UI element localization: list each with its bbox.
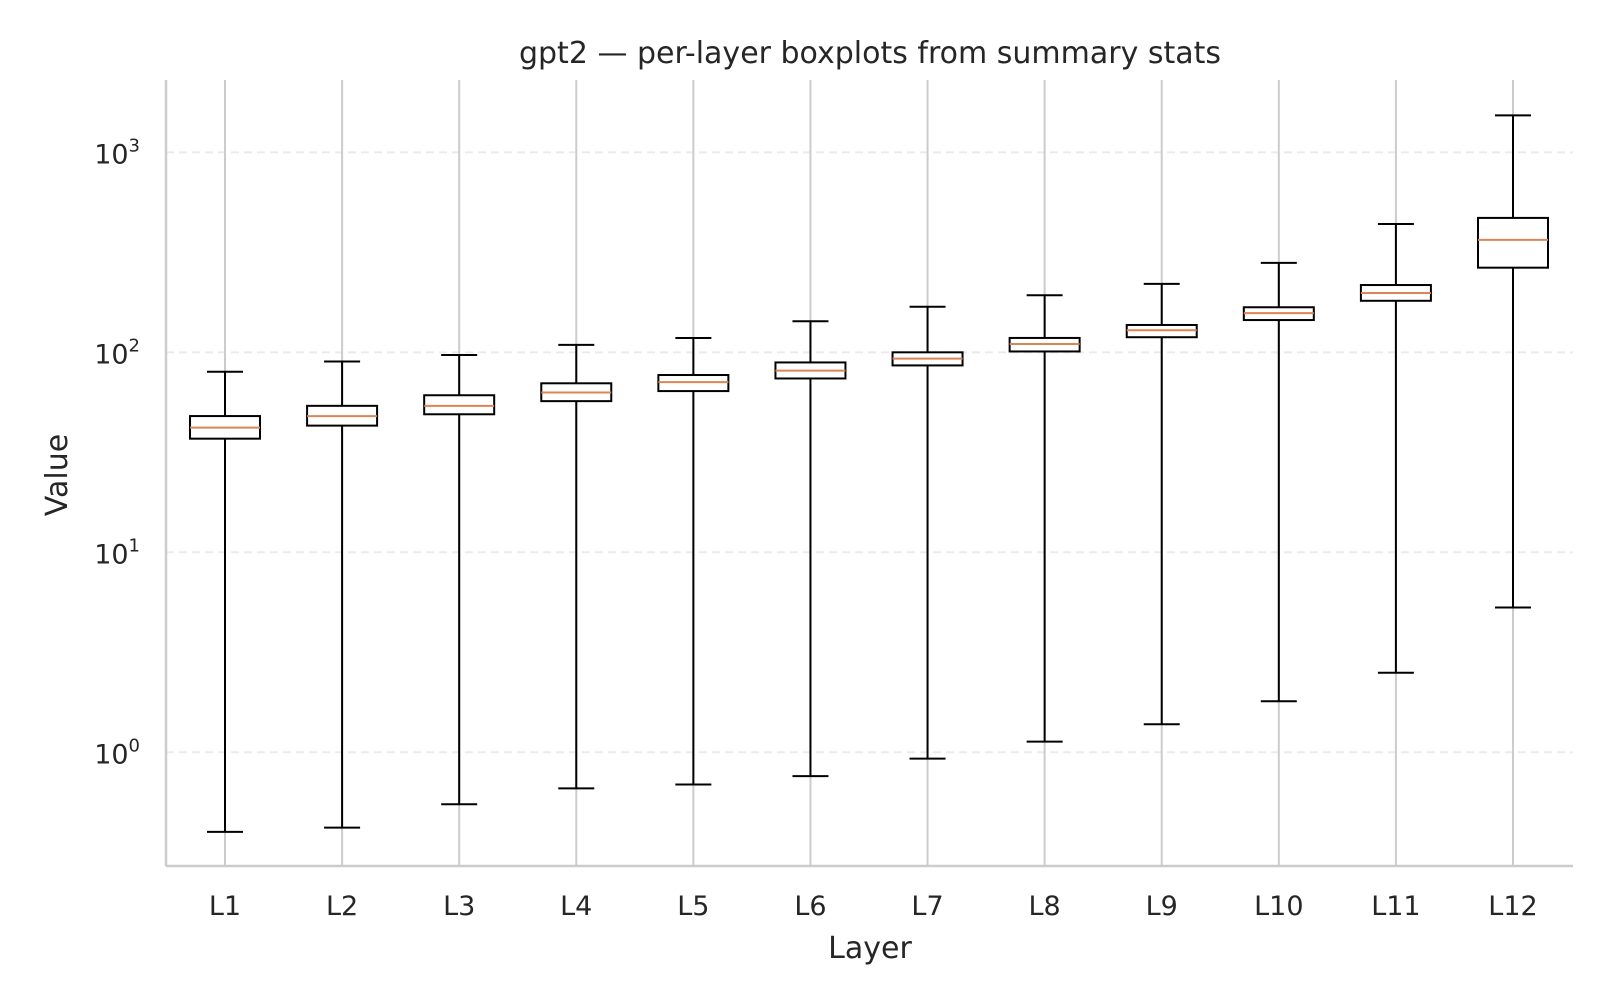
chart-title: gpt2 — per-layer boxplots from summary s…	[519, 36, 1221, 71]
y-axis-label: Value	[40, 434, 75, 516]
x-tick-label-L3: L3	[443, 891, 475, 922]
x-tick-label-L9: L9	[1146, 891, 1178, 922]
x-axis-label: Layer	[828, 931, 912, 966]
box-L1	[189, 370, 261, 833]
box-L6	[774, 320, 847, 778]
x-tick-label-L10: L10	[1254, 891, 1303, 922]
boxes	[189, 114, 1549, 833]
iqr-box-L3	[423, 394, 496, 416]
box-L2	[306, 360, 379, 829]
x-tick-label-L11: L11	[1371, 891, 1420, 922]
y-tick-exponent: 0	[129, 735, 140, 756]
box-L7	[891, 305, 964, 760]
box-L9	[1125, 282, 1198, 726]
box-L12	[1477, 114, 1549, 609]
y-tick-label-3: 103	[94, 135, 140, 170]
y-tick-label-2: 102	[94, 335, 140, 370]
x-tick-label-L12: L12	[1488, 891, 1537, 922]
axes-spines	[164, 80, 1573, 868]
box-L5	[657, 336, 730, 786]
y-tick-base: 10	[94, 139, 128, 170]
box-L8	[1008, 294, 1081, 743]
y-tick-base: 10	[94, 339, 128, 370]
x-tick-label-L8: L8	[1029, 891, 1061, 922]
x-tick-label-L4: L4	[560, 891, 592, 922]
y-tick-base: 10	[94, 739, 128, 770]
y-tick-label-0: 100	[94, 735, 140, 770]
iqr-box-L12	[1477, 216, 1549, 269]
box-L10	[1242, 261, 1315, 703]
grid	[166, 80, 1573, 866]
x-tick-label-L6: L6	[794, 891, 826, 922]
x-tick-label-L5: L5	[677, 891, 709, 922]
box-L11	[1359, 223, 1432, 674]
y-tick-base: 10	[94, 539, 128, 570]
x-tick-label-L7: L7	[911, 891, 943, 922]
y-tick-exponent: 1	[129, 535, 140, 556]
y-tick-exponent: 3	[129, 135, 140, 156]
y-tick-label-1: 101	[94, 535, 140, 570]
x-tick-label-L2: L2	[326, 891, 358, 922]
x-tick-label-L1: L1	[209, 891, 241, 922]
y-tick-exponent: 2	[129, 335, 140, 356]
box-L4	[540, 343, 613, 790]
box-L3	[423, 353, 496, 806]
